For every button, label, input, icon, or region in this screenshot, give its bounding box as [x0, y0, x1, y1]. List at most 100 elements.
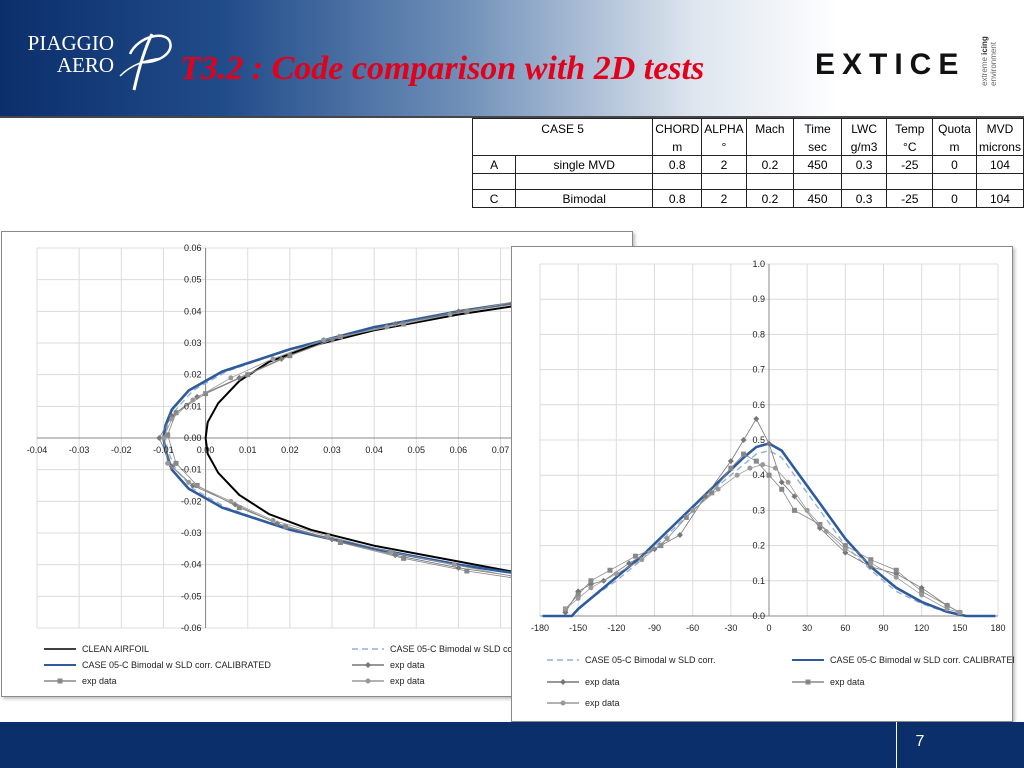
y-tick-label: -0.03 [181, 528, 202, 538]
data-point [893, 574, 899, 580]
data-point [613, 571, 619, 577]
case-parameters-table: CASE 5 CHORD ALPHA Mach Time LWC Temp Qu… [471, 118, 1024, 208]
data-point [919, 592, 925, 598]
data-point [766, 472, 772, 478]
y-tick-label: 0.9 [752, 294, 765, 304]
collection-efficiency-chart: -180 -150 -120 -90 -60 -30 0 30 60 90 120 150 180 0.0… [531, 259, 1014, 708]
legend-label: exp data [830, 677, 865, 687]
table-header-cell: CASE 5 [471, 118, 654, 139]
table-unit-cell [471, 138, 654, 156]
x-tick-label: 0.03 [323, 445, 341, 455]
data-point [560, 700, 566, 706]
y-tick-label: 0.06 [184, 243, 202, 253]
x-tick-label: 60 [840, 623, 850, 633]
data-point [842, 546, 848, 552]
table-header-cell: LWC [840, 118, 888, 139]
x-tick-label: -150 [569, 623, 587, 633]
table-header-row: CASE 5 CHORD ALPHA Mach Time LWC Temp Qu… [471, 118, 1024, 139]
table-cell: 104 [975, 189, 1024, 208]
x-tick-label: 90 [878, 623, 888, 633]
table-header-cell: Time [793, 118, 842, 139]
data-point [753, 415, 760, 422]
data-point [842, 543, 848, 549]
legend-label: CASE 05-C Bimodal w SLD corr. [585, 655, 716, 665]
x-tick-label: 0.05 [408, 445, 426, 455]
y-tick-label: 0.2 [752, 541, 765, 551]
data-point [455, 308, 462, 315]
table-unit-cell: ° [701, 138, 747, 156]
legend-label: CASE 05-C Bimodal w SLD corr. [390, 644, 521, 654]
table-unit-cell: m [652, 138, 703, 156]
data-point [194, 483, 200, 488]
data-point [791, 507, 797, 513]
table-unit-cell: g/m3 [840, 138, 888, 156]
legend-label: CASE 05-C Bimodal w SLD corr. CALIBRATED [82, 660, 271, 670]
y-tick-label: -0.05 [181, 591, 202, 601]
data-point [658, 543, 664, 549]
data-point [766, 440, 772, 447]
data-point [57, 678, 63, 684]
legend-label: CLEAN AIRFOIL [82, 644, 149, 654]
x-tick-label: -30 [724, 623, 737, 633]
data-point [245, 372, 251, 378]
data-point [919, 588, 925, 594]
y-tick-label: 0.04 [184, 306, 202, 316]
logo-line2: AERO [56, 53, 114, 77]
table-units-row: m ° sec g/m3 °C m microns [471, 138, 1024, 156]
data-point [365, 678, 371, 684]
table-cell: 104 [975, 155, 1024, 174]
data-point [791, 493, 798, 500]
data-point [747, 465, 753, 471]
table-cell: -25 [886, 189, 934, 208]
x-tick-label: -90 [648, 623, 661, 633]
footer-band [0, 722, 1024, 768]
x-tick-label: 150 [952, 623, 967, 633]
y-tick-label: 0.3 [752, 505, 765, 515]
data-point [778, 479, 785, 486]
piaggio-aero-logo-text: PIAGGIO AERO [22, 32, 114, 76]
data-point [957, 609, 963, 615]
data-point [562, 606, 568, 612]
x-tick-label: -120 [607, 623, 625, 633]
y-tick-label: 0.7 [752, 365, 765, 375]
x-tick-label: -60 [686, 623, 699, 633]
data-point [715, 486, 721, 492]
data-point [156, 435, 163, 441]
data-point [575, 595, 581, 601]
x-tick-label: -0.02 [111, 445, 132, 455]
table-unit-cell [745, 138, 795, 156]
x-tick-label: -0.04 [27, 445, 48, 455]
table-header-cell: CHORD [652, 118, 703, 139]
data-point [785, 479, 791, 485]
data-point [464, 568, 470, 574]
x-tick-label: 0.00 [197, 445, 215, 455]
data-point [741, 451, 747, 457]
data-point [944, 606, 950, 612]
data-point [165, 460, 171, 466]
data-point [365, 662, 371, 668]
table-cell: Bimodal [515, 189, 654, 208]
data-point [804, 507, 810, 513]
data-point [388, 549, 394, 555]
data-point [607, 567, 613, 573]
data-point [728, 465, 734, 471]
data-point [203, 391, 209, 397]
data-point [283, 524, 289, 530]
data-point [325, 533, 331, 539]
logo-line1: PIAGGIO [27, 31, 114, 55]
x-tick-label: 0.04 [365, 445, 383, 455]
data-point [560, 679, 566, 685]
data-point [709, 490, 715, 496]
legend-label: exp data [390, 660, 425, 670]
table-cell: 2 [701, 189, 747, 208]
data-point [169, 416, 175, 422]
table-cell: 450 [793, 189, 842, 208]
data-point [228, 375, 234, 381]
y-tick-label: 0.4 [752, 470, 765, 480]
table-cell: 0 [932, 189, 977, 208]
table-cell: C [471, 189, 517, 208]
data-point [384, 324, 390, 330]
table-cell: 0.2 [745, 155, 795, 174]
table-header-cell: MVD [975, 118, 1024, 139]
data-point [173, 410, 179, 416]
